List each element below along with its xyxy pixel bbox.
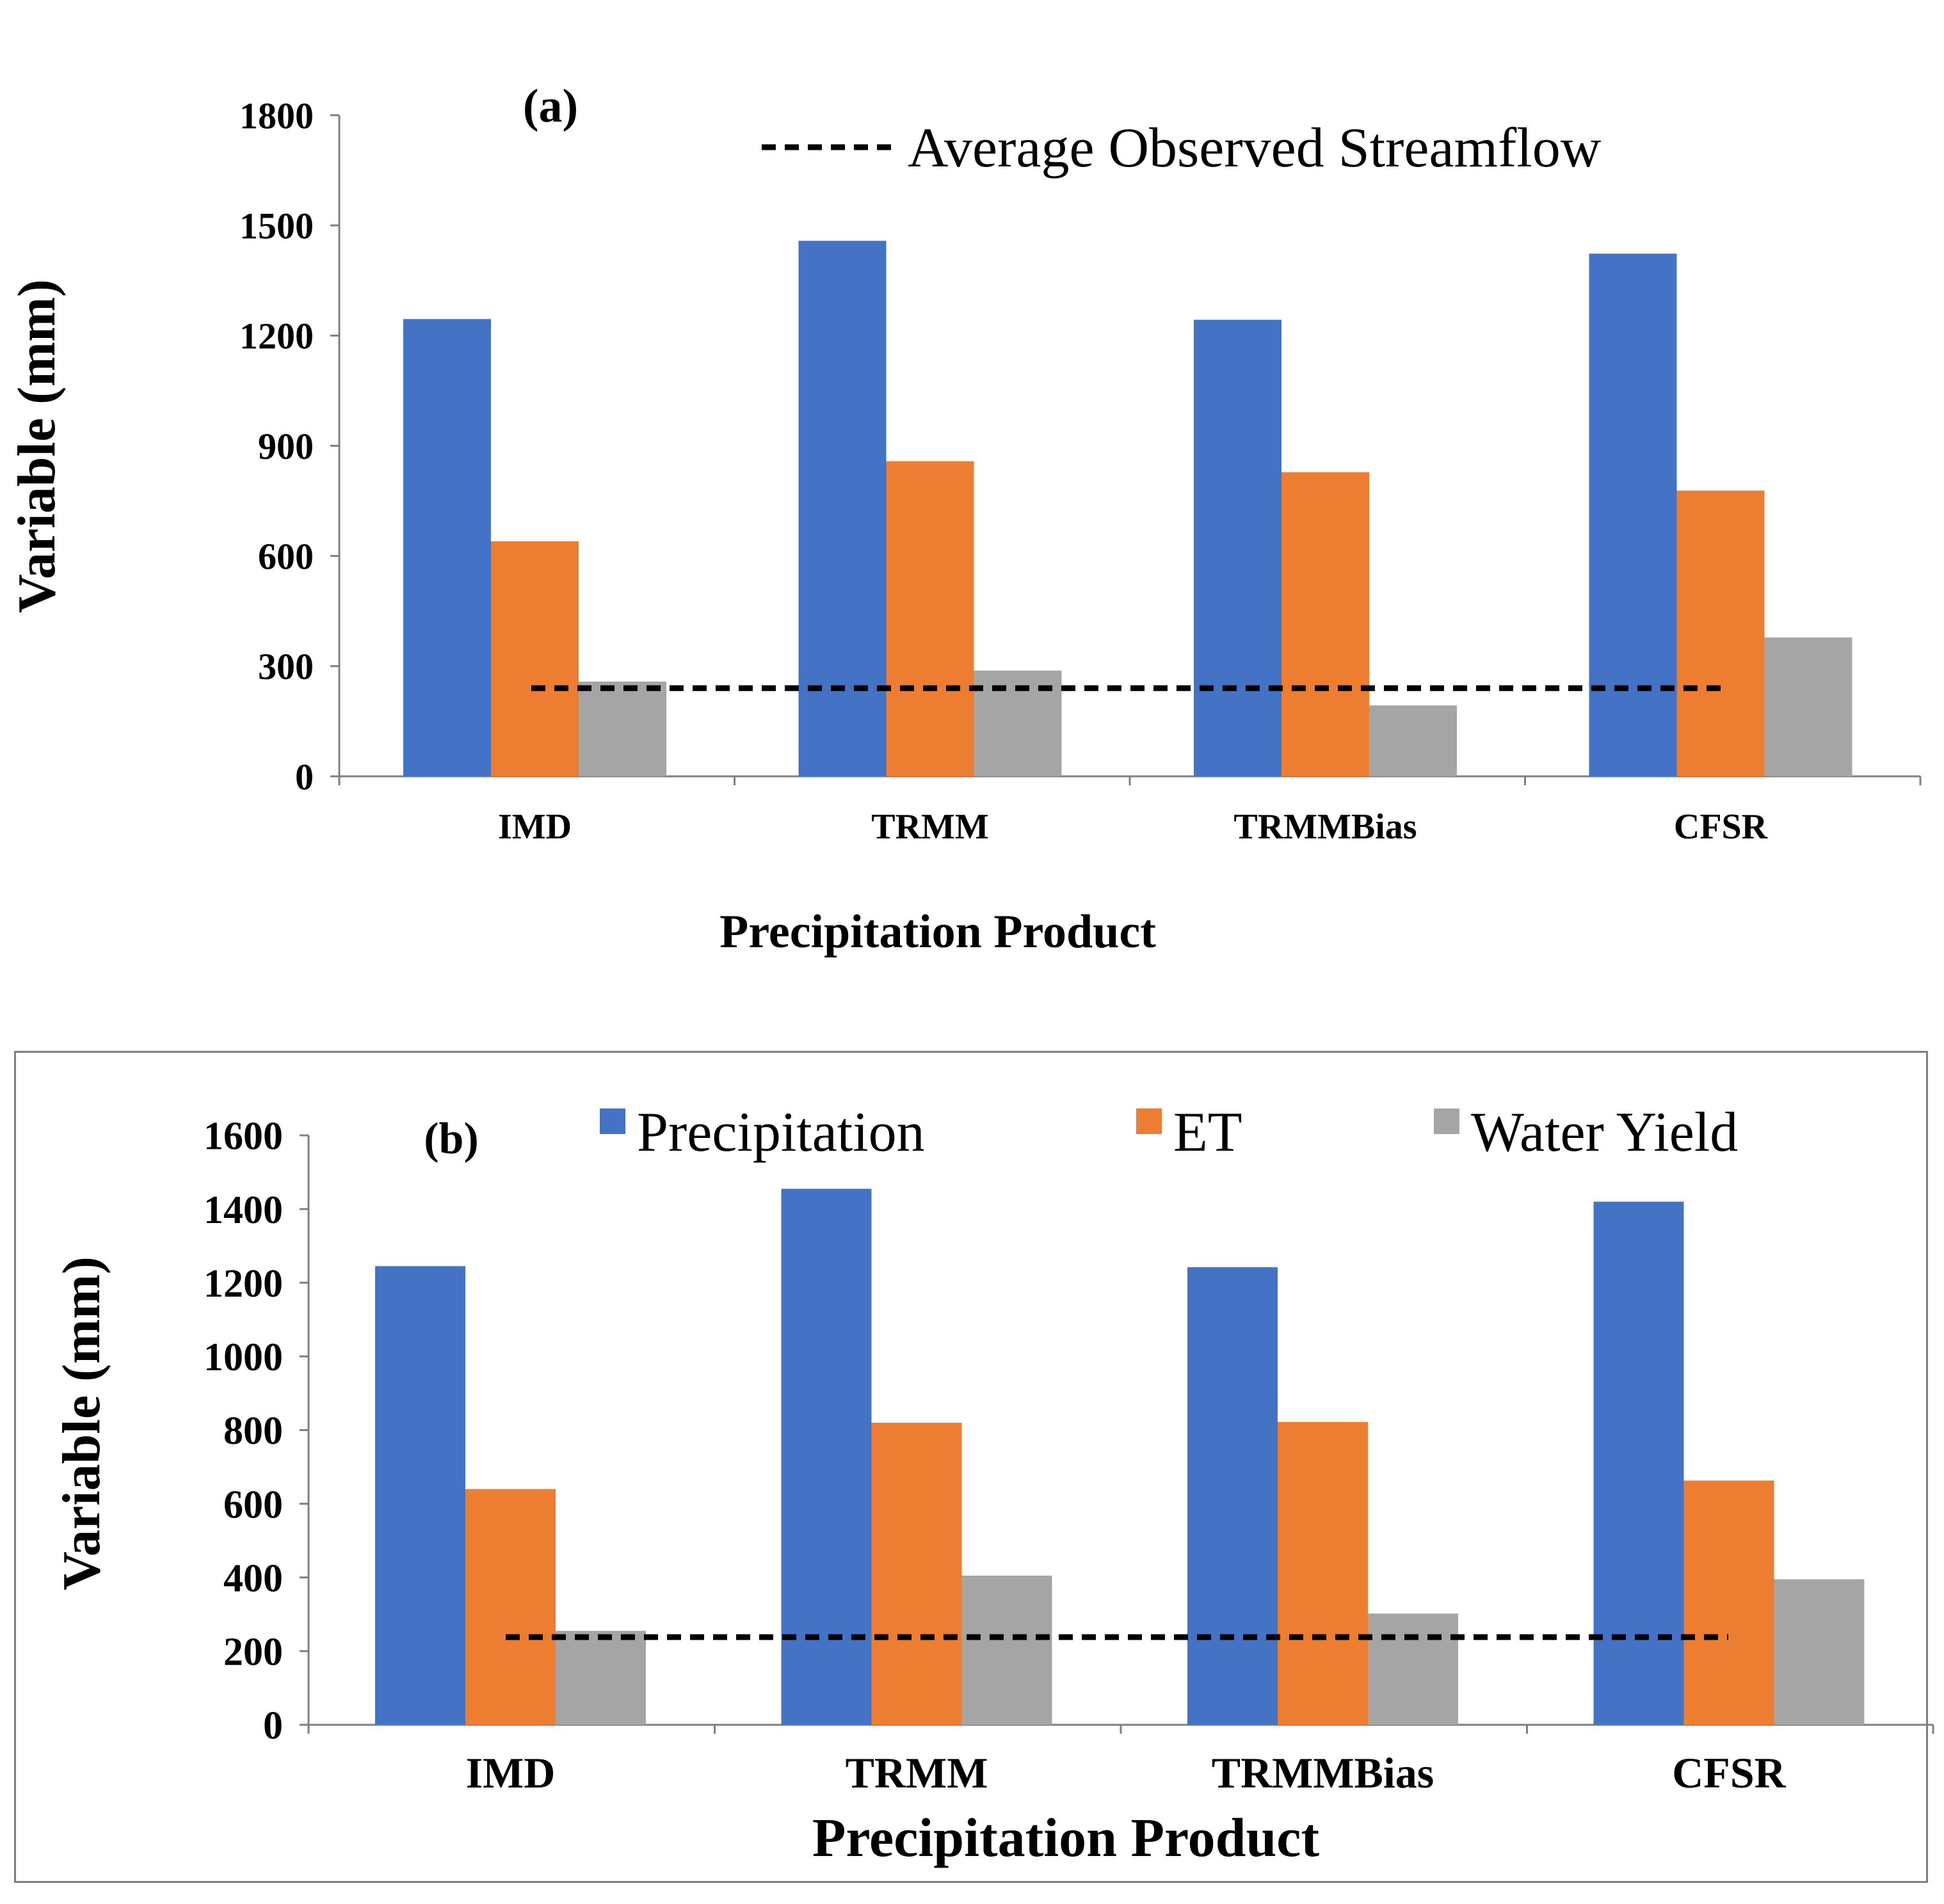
x-tick-label: TRMMBias [1212,1748,1434,1797]
y-tick-label: 0 [263,1704,283,1748]
y-tick-label: 900 [258,426,314,467]
x-axis-title: Precipitation Product [812,1807,1320,1868]
y-tick-label: 1500 [239,205,314,246]
y-tick-label: 0 [295,756,314,797]
x-axis-title: Precipitation Product [719,906,1156,958]
y-tick-label: 1400 [204,1188,283,1232]
bar-et-cfsr [1676,490,1765,776]
x-tick-label: TRMM [846,1748,988,1797]
x-tick-label: TRMM [871,807,989,847]
legend-label-water-yield: Water Yield [1471,1101,1738,1164]
chart-a: 0 300 600 900 1200 1500 1800 IMD TRMM TRMMBias CFS… [7,80,1922,958]
x-tick-label: CFSR [1672,1748,1786,1797]
y-tick-label: 1800 [239,95,314,136]
bar-water-yield-trmm [961,1575,1052,1725]
x-tick-label: IMD [498,807,572,847]
chart-b-frame [14,1051,1928,1883]
y-axis-title: Variable (mm) [7,279,67,613]
y-tick-label: 400 [223,1556,283,1600]
legend-label-et: ET [1173,1101,1242,1164]
bar-precipitation-imd [375,1266,465,1725]
x-tick-label: TRMMBias [1233,807,1417,847]
y-axis-title: Variable (mm) [52,1256,111,1590]
legend-label-precipitation: Precipitation [637,1101,925,1164]
y-tick-label: 300 [258,646,314,687]
chart-b: 0 200 400 600 800 1000 1200 1400 1600 IMD TRMM TRMM… [52,1101,1934,1868]
bar-et-cfsr [1683,1480,1774,1725]
bar-water-yield-cfsr [1764,637,1852,776]
legend-streamflow-label: Average Observed Streamflow [908,117,1602,179]
bar-precipitation-trmm [798,241,887,776]
bar-precipitation-trmmbias [1194,319,1281,776]
x-tick-label: CFSR [1674,807,1768,847]
panel-label: (a) [523,80,578,132]
y-tick-label: 800 [223,1409,283,1453]
bar-et-trmm [871,1422,962,1725]
y-tick-label: 1200 [239,316,314,357]
y-tick-label: 1000 [204,1336,283,1379]
y-tick-label: 1600 [204,1115,283,1158]
bar-precipitation-cfsr [1589,253,1677,777]
legend-swatch-et [1136,1108,1162,1134]
bar-precipitation-imd [403,319,491,777]
bar-water-yield-imd [579,681,666,776]
bar-water-yield-imd [556,1631,646,1725]
bar-et-imd [491,541,579,776]
bar-et-trmmbias [1278,1421,1368,1725]
bar-et-trmmbias [1281,472,1369,776]
legend-swatch-water-yield [1434,1108,1459,1134]
bar-et-trmm [886,461,974,776]
bar-precipitation-trmmbias [1187,1267,1278,1725]
bar-water-yield-cfsr [1774,1579,1865,1725]
y-tick-label: 600 [223,1483,283,1526]
bar-precipitation-trmm [781,1188,872,1725]
panel-label: (b) [424,1114,479,1164]
y-tick-label: 1200 [204,1262,283,1306]
y-tick-label: 600 [258,536,314,577]
legend-swatch-precipitation [600,1108,625,1134]
bar-et-imd [465,1489,556,1725]
bar-water-yield-trmmbias [1369,705,1457,776]
y-tick-label: 200 [223,1631,283,1674]
bar-water-yield-trmmbias [1368,1613,1458,1725]
x-tick-label: IMD [466,1748,556,1797]
bar-precipitation-cfsr [1593,1201,1684,1725]
